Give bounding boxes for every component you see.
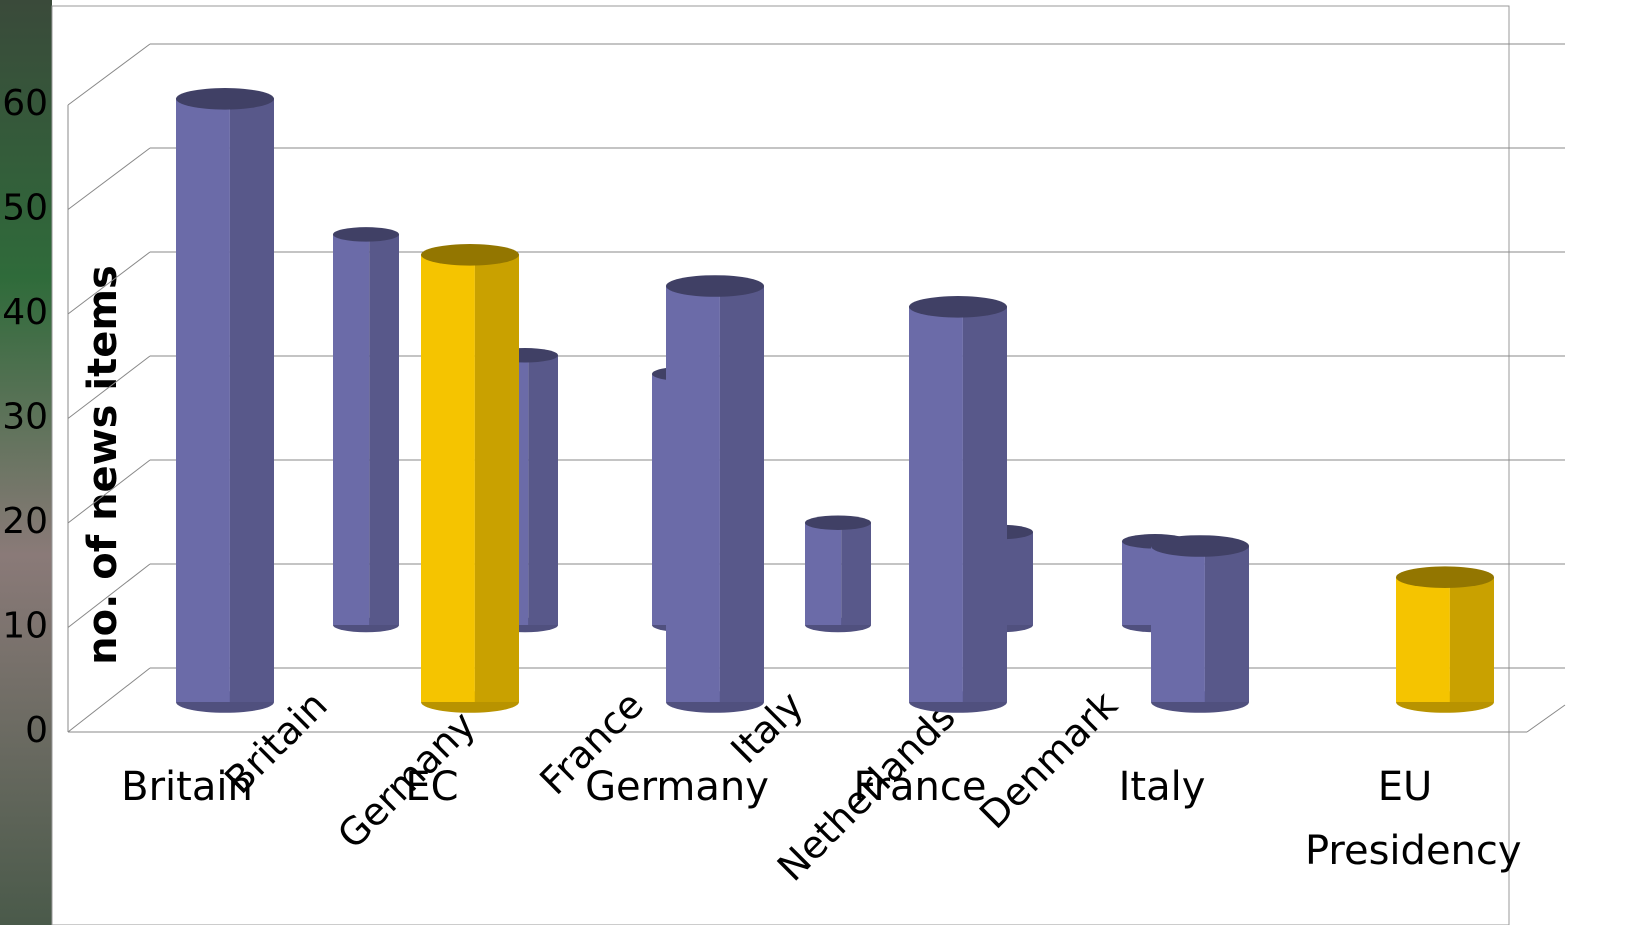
y-tick-label: 40	[2, 292, 48, 333]
y-axis-label: no. of news items	[80, 265, 126, 665]
bar	[421, 244, 519, 713]
bar	[176, 88, 274, 713]
grid-line	[67, 459, 151, 524]
grid-line	[67, 43, 151, 106]
y-tick-label: 10	[2, 606, 48, 647]
bar	[333, 227, 399, 633]
grid-line	[67, 147, 151, 210]
x-tick-label: EC	[405, 764, 459, 810]
grid-line	[67, 251, 151, 315]
plot-frame	[51, 5, 1510, 925]
axis-line	[1526, 704, 1566, 733]
y-tick-label: 0	[25, 710, 48, 751]
grid-line	[67, 563, 151, 628]
bar	[1151, 535, 1249, 713]
x-tick-label: Britain	[121, 764, 253, 810]
y-tick-label: 20	[2, 501, 48, 542]
grid-line	[67, 667, 151, 733]
y-tick-label: 50	[2, 188, 48, 229]
x-tick-label: France	[853, 764, 987, 810]
bar	[909, 296, 1007, 713]
decor-strip	[0, 0, 52, 925]
grid-line	[67, 355, 151, 419]
x-tick-label: Germany	[585, 764, 769, 810]
x-tick-label: Italy	[1118, 764, 1206, 810]
bar	[1396, 566, 1494, 713]
bar	[805, 515, 871, 633]
x-tick-label: EU Presidency	[1305, 764, 1522, 874]
bar	[666, 275, 764, 713]
y-tick-label: 60	[2, 83, 48, 124]
y-tick-label: 30	[2, 397, 48, 438]
